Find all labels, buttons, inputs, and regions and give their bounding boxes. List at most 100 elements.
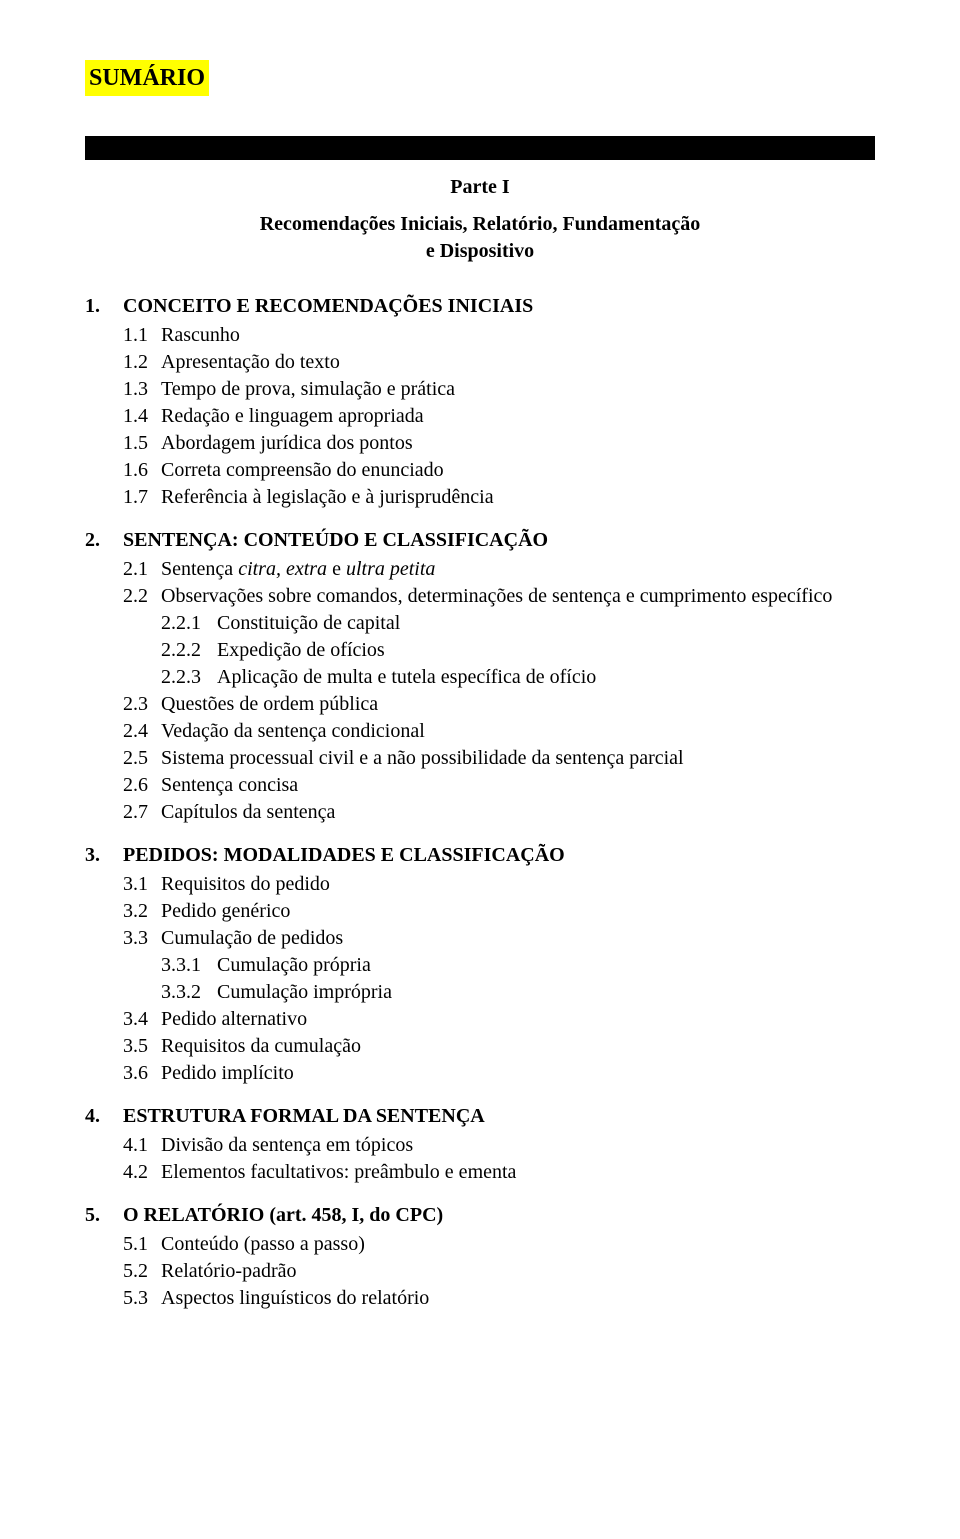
italic-term: ultra petita <box>346 558 435 580</box>
section-4-heading: 4. ESTRUTURA FORMAL DA SENTENÇA <box>85 1103 875 1130</box>
item-text: Aspectos linguísticos do relatório <box>161 1285 875 1312</box>
item-text: Requisitos da cumulação <box>161 1033 875 1060</box>
part-subtitle: Recomendações Iniciais, Relatório, Funda… <box>85 211 875 265</box>
item-num: 3.2 <box>123 898 161 925</box>
item-text: Pedido implícito <box>161 1060 875 1087</box>
item-num: 3.3.1 <box>161 952 217 979</box>
item-num: 2.3 <box>123 691 161 718</box>
item-num: 2.1 <box>123 556 161 583</box>
item-text: Cumulação imprópria <box>217 979 875 1006</box>
item-num: 2.4 <box>123 718 161 745</box>
section-3-num: 3. <box>85 842 123 869</box>
item-text: Correta compreensão do enunciado <box>161 457 875 484</box>
item-3-4: 3.4Pedido alternativo <box>123 1006 875 1033</box>
section-2-heading: 2. SENTENÇA: CONTEÚDO E CLASSIFICAÇÃO <box>85 527 875 554</box>
item-text: Pedido genérico <box>161 898 875 925</box>
item-1-5: 1.5Abordagem jurídica dos pontos <box>123 430 875 457</box>
item-text: Constituição de capital <box>217 610 875 637</box>
item-num: 3.1 <box>123 871 161 898</box>
item-text: Tempo de prova, simulação e prática <box>161 376 875 403</box>
item-text: Cumulação de pedidos <box>161 925 875 952</box>
section-3: 3. PEDIDOS: MODALIDADES E CLASSIFICAÇÃO … <box>85 842 875 1087</box>
item-text: Sentença concisa <box>161 772 875 799</box>
item-text-pre: Sentença <box>161 558 238 580</box>
section-2: 2. SENTENÇA: CONTEÚDO E CLASSIFICAÇÃO 2.… <box>85 527 875 826</box>
italic-term: citra, extra <box>238 558 327 580</box>
item-text: Rascunho <box>161 322 875 349</box>
item-1-6: 1.6Correta compreensão do enunciado <box>123 457 875 484</box>
item-2-5: 2.5Sistema processual civil e a não poss… <box>123 745 875 772</box>
section-5-num: 5. <box>85 1202 123 1229</box>
section-2-num: 2. <box>85 527 123 554</box>
item-2-6: 2.6Sentença concisa <box>123 772 875 799</box>
item-num: 1.3 <box>123 376 161 403</box>
item-num: 1.2 <box>123 349 161 376</box>
item-text: Pedido alternativo <box>161 1006 875 1033</box>
item-text-mid: e <box>327 558 346 580</box>
item-num: 3.3 <box>123 925 161 952</box>
item-2-7: 2.7Capítulos da sentença <box>123 799 875 826</box>
divider-bar <box>85 136 875 160</box>
item-num: 5.1 <box>123 1231 161 1258</box>
section-5-title: O RELATÓRIO (art. 458, I, do CPC) <box>123 1202 443 1229</box>
item-num: 4.2 <box>123 1159 161 1186</box>
part-subtitle-line1: Recomendações Iniciais, Relatório, Funda… <box>260 213 701 235</box>
section-4: 4. ESTRUTURA FORMAL DA SENTENÇA 4.1Divis… <box>85 1103 875 1186</box>
item-text: Capítulos da sentença <box>161 799 875 826</box>
item-1-2: 1.2Apresentação do texto <box>123 349 875 376</box>
item-2-2-2: 2.2.2Expedição de ofícios <box>161 637 875 664</box>
item-text: Requisitos do pedido <box>161 871 875 898</box>
part-subtitle-line2: e Dispositivo <box>426 240 534 262</box>
item-3-3: 3.3Cumulação de pedidos <box>123 925 875 952</box>
section-4-num: 4. <box>85 1103 123 1130</box>
item-text: Sistema processual civil e a não possibi… <box>161 745 875 772</box>
section-5-heading: 5. O RELATÓRIO (art. 458, I, do CPC) <box>85 1202 875 1229</box>
item-text: Referência à legislação e à jurisprudênc… <box>161 484 875 511</box>
item-text: Redação e linguagem apropriada <box>161 403 875 430</box>
item-num: 2.2 <box>123 583 161 610</box>
item-num: 2.2.3 <box>161 664 217 691</box>
item-2-2: 2.2Observações sobre comandos, determina… <box>123 583 875 610</box>
item-text: Relatório-padrão <box>161 1258 875 1285</box>
item-text: Abordagem jurídica dos pontos <box>161 430 875 457</box>
section-3-title: PEDIDOS: MODALIDADES E CLASSIFICAÇÃO <box>123 842 565 869</box>
section-2-title: SENTENÇA: CONTEÚDO E CLASSIFICAÇÃO <box>123 527 548 554</box>
item-text: Sentença citra, extra e ultra petita <box>161 556 875 583</box>
item-num: 2.2.1 <box>161 610 217 637</box>
item-num: 1.1 <box>123 322 161 349</box>
section-5: 5. O RELATÓRIO (art. 458, I, do CPC) 5.1… <box>85 1202 875 1312</box>
section-1-num: 1. <box>85 293 123 320</box>
item-num: 3.5 <box>123 1033 161 1060</box>
item-5-3: 5.3Aspectos linguísticos do relatório <box>123 1285 875 1312</box>
item-text: Elementos facultativos: preâmbulo e emen… <box>161 1159 875 1186</box>
item-1-7: 1.7Referência à legislação e à jurisprud… <box>123 484 875 511</box>
item-4-1: 4.1Divisão da sentença em tópicos <box>123 1132 875 1159</box>
item-num: 3.6 <box>123 1060 161 1087</box>
item-text: Expedição de ofícios <box>217 637 875 664</box>
item-1-1: 1.1Rascunho <box>123 322 875 349</box>
item-num: 3.4 <box>123 1006 161 1033</box>
item-num: 2.2.2 <box>161 637 217 664</box>
item-2-2-3: 2.2.3Aplicação de multa e tutela específ… <box>161 664 875 691</box>
item-3-3-1: 3.3.1Cumulação própria <box>161 952 875 979</box>
item-2-4: 2.4Vedação da sentença condicional <box>123 718 875 745</box>
item-text: Divisão da sentença em tópicos <box>161 1132 875 1159</box>
item-2-3: 2.3Questões de ordem pública <box>123 691 875 718</box>
item-num: 1.4 <box>123 403 161 430</box>
item-4-2: 4.2Elementos facultativos: preâmbulo e e… <box>123 1159 875 1186</box>
section-1-title: CONCEITO E RECOMENDAÇÕES INICIAIS <box>123 293 533 320</box>
item-text: Conteúdo (passo a passo) <box>161 1231 875 1258</box>
item-num: 2.6 <box>123 772 161 799</box>
item-text: Apresentação do texto <box>161 349 875 376</box>
item-text: Questões de ordem pública <box>161 691 875 718</box>
item-num: 4.1 <box>123 1132 161 1159</box>
section-1: 1. CONCEITO E RECOMENDAÇÕES INICIAIS 1.1… <box>85 293 875 511</box>
item-2-2-1: 2.2.1Constituição de capital <box>161 610 875 637</box>
item-num: 2.5 <box>123 745 161 772</box>
item-1-3: 1.3Tempo de prova, simulação e prática <box>123 376 875 403</box>
item-text: Aplicação de multa e tutela específica d… <box>217 664 875 691</box>
page-title: SUMÁRIO <box>85 60 209 96</box>
item-text: Vedação da sentença condicional <box>161 718 875 745</box>
item-1-4: 1.4Redação e linguagem apropriada <box>123 403 875 430</box>
item-2-1: 2.1 Sentença citra, extra e ultra petita <box>123 556 875 583</box>
